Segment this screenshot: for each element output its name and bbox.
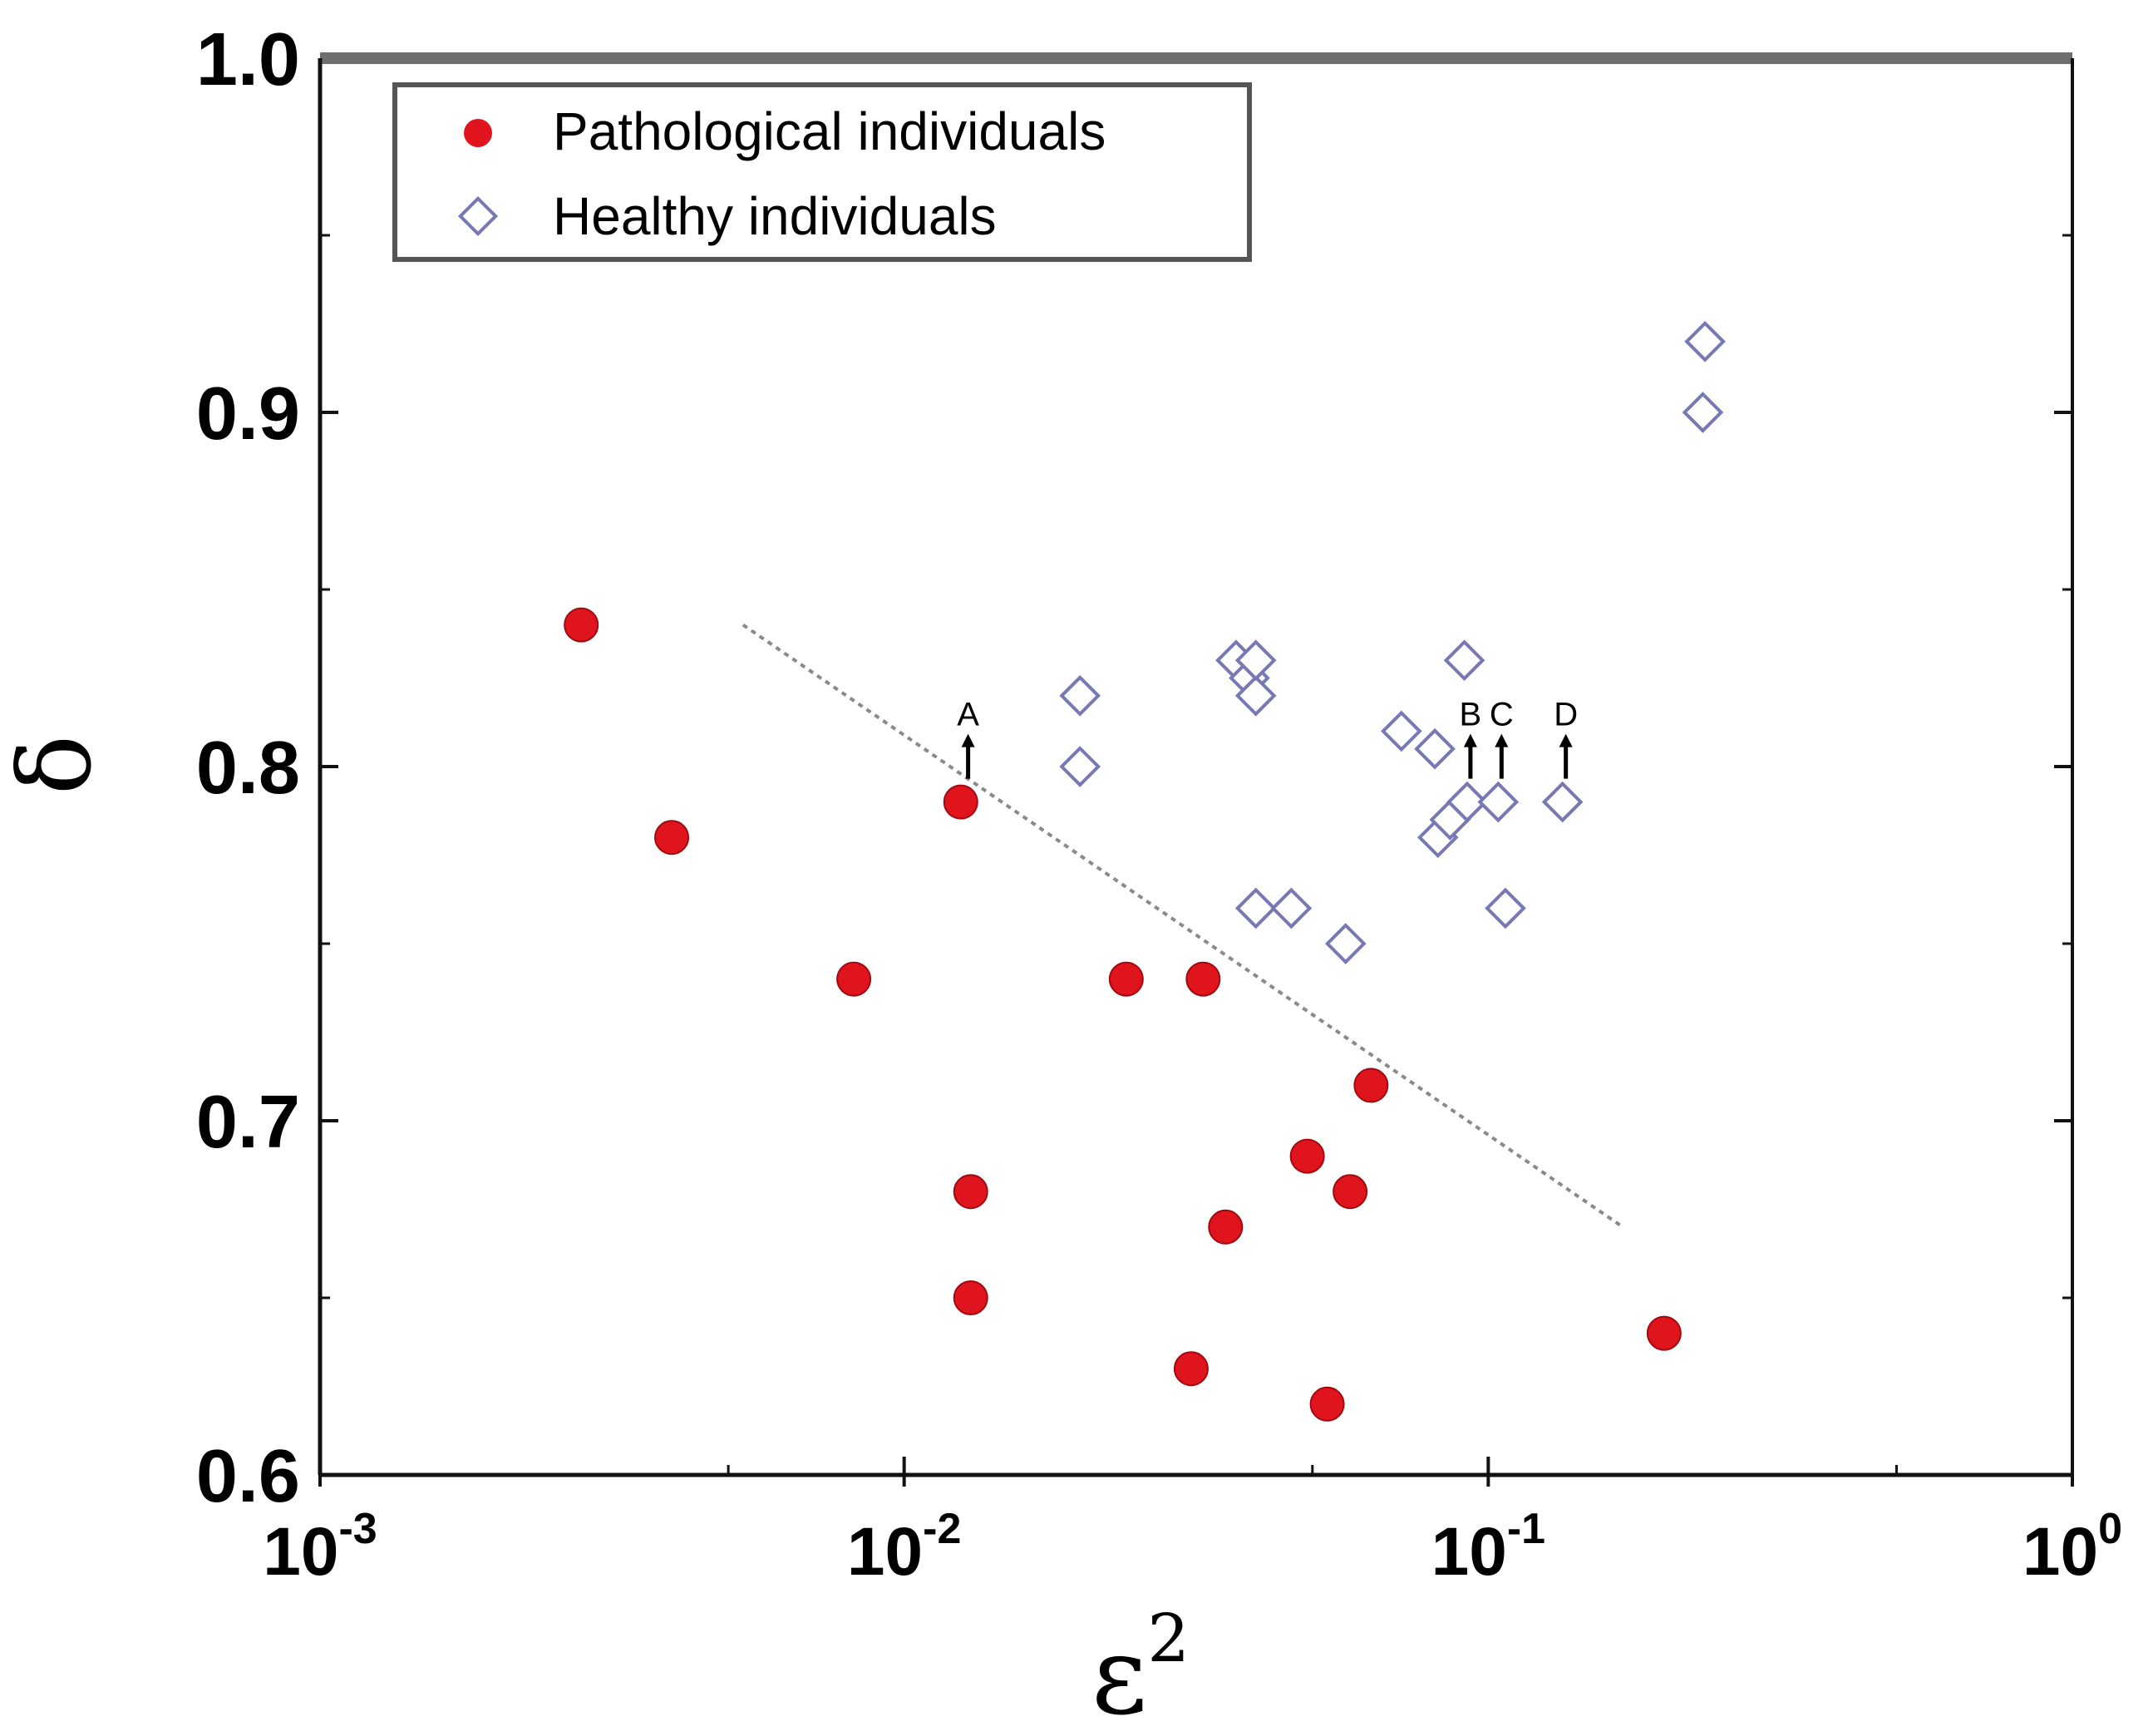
- annotation-label: C: [1490, 697, 1514, 733]
- healthy-point: [1324, 923, 1367, 964]
- pathological-point: [1289, 1138, 1325, 1174]
- trend-line: [741, 623, 1624, 1229]
- pathological-point: [1353, 1068, 1389, 1103]
- pathological-point: [836, 961, 872, 997]
- healthy-point: [1477, 781, 1520, 823]
- healthy-point: [1234, 674, 1277, 717]
- legend: Pathological individuals Healthy individ…: [392, 82, 1252, 262]
- legend-label-healthy: Healthy individuals: [553, 186, 997, 246]
- y-tick-label: 0.7: [196, 1081, 300, 1164]
- annotation-arrowhead: [961, 733, 975, 747]
- y-tick-label: 1.0: [196, 18, 300, 101]
- healthy-point: [1270, 887, 1313, 930]
- pathological-point: [1173, 1351, 1209, 1387]
- trend-line-layer: [741, 623, 1624, 1229]
- legend-marker-pathological: [464, 119, 492, 147]
- annotation-label: B: [1460, 697, 1482, 733]
- y-tick-label: 0.6: [196, 1435, 300, 1518]
- annotation-arrowhead: [1495, 733, 1509, 747]
- pathological-point: [1185, 961, 1221, 997]
- pathological-point: [953, 1280, 988, 1315]
- healthy-point: [1234, 887, 1277, 930]
- pathological-point: [953, 1174, 988, 1210]
- healthy-point: [1684, 320, 1726, 362]
- pathological-point: [1309, 1386, 1345, 1422]
- pathological-point: [1208, 1209, 1244, 1245]
- healthy-point: [1485, 887, 1526, 930]
- healthy-point: [1059, 674, 1101, 717]
- healthy-point: [1443, 639, 1485, 682]
- legend-label-pathological: Pathological individuals: [553, 101, 1106, 161]
- healthy-point: [1380, 710, 1422, 752]
- y-axis-title: δ: [0, 735, 114, 795]
- x-tick-label: 10-1: [1431, 1505, 1545, 1590]
- healthy-point: [1234, 639, 1277, 682]
- healthy-point: [1414, 727, 1456, 770]
- pathological-point: [654, 820, 690, 856]
- healthy-point: [1059, 746, 1101, 787]
- annotation-arrowhead: [1463, 733, 1477, 747]
- pathological-point: [1108, 961, 1144, 997]
- x-axis-title: ε2: [1091, 1600, 1190, 1736]
- x-tick-label: 100: [2022, 1505, 2122, 1590]
- annotation-label: D: [1554, 697, 1578, 733]
- data-points-layer: [564, 320, 1726, 1422]
- pathological-point: [1333, 1174, 1368, 1210]
- x-tick-label: 10-3: [263, 1505, 377, 1590]
- pathological-point: [564, 607, 599, 643]
- legend-box: [392, 82, 1252, 262]
- plot-area: [320, 58, 2072, 1475]
- healthy-point: [1541, 781, 1584, 823]
- y-tick-label: 0.9: [196, 372, 300, 456]
- x-tick-label: 10-2: [847, 1505, 961, 1590]
- legend-marker-healthy: [457, 195, 499, 237]
- pathological-point: [943, 784, 978, 820]
- pathological-point: [1646, 1315, 1682, 1351]
- y-tick-label: 0.8: [196, 727, 300, 810]
- healthy-point: [1446, 781, 1488, 823]
- annotation-arrowhead: [1559, 733, 1573, 747]
- annotation-label: A: [957, 697, 979, 733]
- tick-labels: 0.6 0.7 0.8 0.9 1.0 10-3 10-2 10-1 100: [196, 18, 2122, 1590]
- healthy-point: [1682, 392, 1724, 433]
